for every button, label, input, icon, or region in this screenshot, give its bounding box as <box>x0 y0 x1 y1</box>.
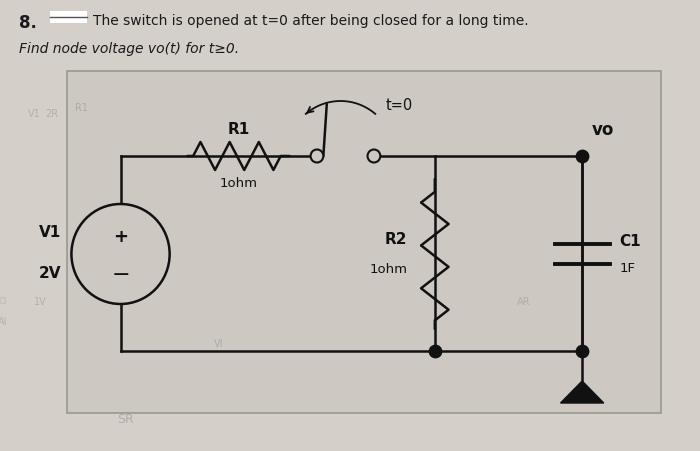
Text: 1V: 1V <box>34 296 46 306</box>
Text: VI: VI <box>214 338 223 348</box>
Text: vo: vo <box>592 121 615 139</box>
Text: V1: V1 <box>38 225 61 240</box>
Text: R1: R1 <box>75 103 88 113</box>
Text: +: + <box>113 227 128 245</box>
Text: 1ohm: 1ohm <box>219 177 258 189</box>
Bar <box>66 72 661 413</box>
Text: Find node voltage vo(t) for t≥0.: Find node voltage vo(t) for t≥0. <box>20 42 239 56</box>
Polygon shape <box>561 381 603 403</box>
Bar <box>50 12 87 24</box>
Text: C1: C1 <box>620 234 641 249</box>
Circle shape <box>368 150 380 163</box>
Text: 8.: 8. <box>20 14 37 32</box>
Text: The switch is opened at t=0 after being closed for a long time.: The switch is opened at t=0 after being … <box>93 14 528 28</box>
Circle shape <box>311 150 323 163</box>
Text: 1ohm: 1ohm <box>370 263 407 276</box>
Text: CI: CI <box>0 297 7 306</box>
Text: −: − <box>111 264 130 285</box>
Text: R1: R1 <box>228 122 249 137</box>
Point <box>577 153 588 160</box>
Text: R2: R2 <box>385 232 407 247</box>
Circle shape <box>71 205 169 304</box>
Text: 2R: 2R <box>46 109 58 119</box>
Text: 2V: 2V <box>38 265 61 280</box>
Point <box>429 348 440 355</box>
Text: V1: V1 <box>28 109 41 119</box>
Text: AR: AR <box>517 296 530 306</box>
Text: 1F: 1F <box>620 261 636 274</box>
Text: t=0: t=0 <box>386 97 413 112</box>
Point <box>577 348 588 355</box>
Text: SR: SR <box>117 413 134 426</box>
Text: AI: AI <box>0 316 8 326</box>
